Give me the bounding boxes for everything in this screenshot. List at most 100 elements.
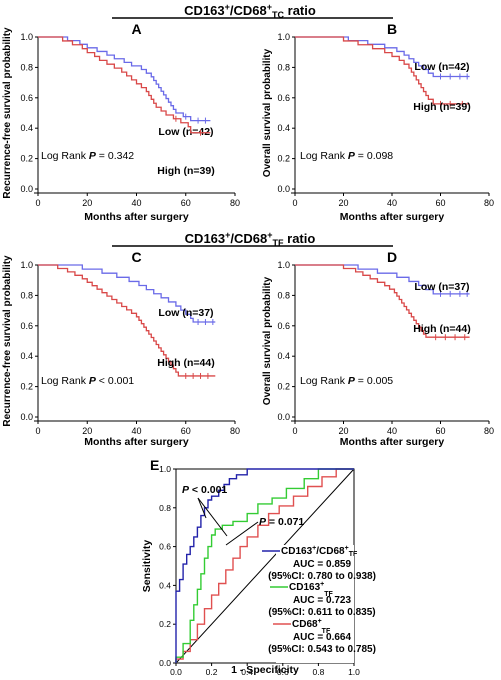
panel-a-x-tick-label: 0 — [35, 198, 40, 208]
panel-d-curve-low — [295, 264, 470, 295]
panel-c-y-tick-label: 0.4 — [20, 351, 33, 361]
panel-b-curve-high — [295, 36, 470, 105]
roc-y-tick-label: 0.8 — [159, 503, 171, 513]
panel-a-y-axis-label: Recurrence-free survival probability — [2, 27, 13, 199]
panel-c-chart: 0 20 40 60 80 0.0 0.2 0.4 0.6 0.8 1.0 Months after … — [2, 249, 240, 448]
panel-a-y-tick-label: 0.2 — [20, 154, 33, 164]
roc-x-tick-label: 1.0 — [348, 667, 360, 675]
panel-d-label-low: Low (n=37) — [414, 281, 469, 293]
panel-b-x-tick-label: 0 — [292, 198, 297, 208]
panel-a-y-tick-label: 1.0 — [20, 32, 33, 42]
legend-ratio-ci: (95%CI: 0.780 to 0.938) — [268, 571, 376, 582]
roc-legend-cd163: CD163+TF AUC = 0.723 (95%CI: 0.611 to 0.… — [268, 581, 375, 618]
panel-e-letter: E — [150, 457, 159, 473]
panel-d-x-axis-label: Months after surgery — [340, 436, 445, 448]
roc-y-tick-label: 0.0 — [159, 658, 171, 668]
roc-reference-diagonal — [175, 468, 355, 664]
legend-cd68-auc: AUC = 0.664 — [293, 632, 352, 643]
roc-x-axis-label: 1 - Specificity — [231, 664, 299, 675]
roc-curve-cd68 — [175, 468, 354, 663]
panel-d-x-tick-label: 40 — [387, 426, 397, 436]
panel-b-y-axis-label: Overall survival probability — [262, 48, 273, 177]
roc-legend-ratio: CD163+/CD68+TF AUC = 0.859 (95%CI: 0.780… — [262, 545, 376, 582]
panel-d-label-high: High (n=44) — [413, 323, 470, 335]
panel-d-y-tick-label: 1.0 — [277, 260, 290, 270]
panel-b-log-rank: Log Rank P = 0.098 — [300, 150, 393, 162]
panel-c-y-tick-label: 1.0 — [20, 260, 33, 270]
panel-c-y-tick-label: 0.6 — [20, 321, 33, 331]
panel-b-letter: B — [387, 21, 397, 37]
panel-d-chart: 0 20 40 60 80 0.0 0.2 0.4 0.6 0.8 1.0 Months after … — [262, 249, 494, 448]
header-tf-text: CD163+/CD68+TF ratio — [185, 230, 316, 248]
panel-c-y-axis-label: Recurrence-free survival probability — [2, 255, 13, 427]
panel-a-log-rank: Log Rank P = 0.342 — [41, 150, 134, 162]
panel-b-y-tick-label: 0.0 — [277, 184, 290, 194]
panel-c-x-tick-label: 40 — [131, 426, 141, 436]
roc-x-tick-label: 0.2 — [206, 667, 218, 675]
panel-b-y-tick-label: 0.6 — [277, 93, 290, 103]
panel-a-x-tick-label: 40 — [131, 198, 141, 208]
roc-legend-bg — [276, 545, 354, 663]
panel-a-y-tick-label: 0.0 — [20, 184, 33, 194]
roc-y-tick-label: 0.2 — [159, 619, 171, 629]
panel-d-y-tick-label: 0.2 — [277, 382, 290, 392]
roc-x-tick-label: 0.8 — [312, 667, 324, 675]
panel-a-x-tick-label: 80 — [230, 198, 240, 208]
roc-y-tick-label: 1.0 — [159, 464, 171, 474]
panel-c-y-tick-label: 0.0 — [20, 412, 33, 422]
panel-c-x-axis-label: Months after surgery — [84, 436, 189, 448]
panel-d-x-tick-label: 60 — [435, 426, 445, 436]
panel-b-x-tick-label: 60 — [435, 198, 445, 208]
roc-x-tick-label: 0.6 — [277, 667, 289, 675]
legend-cd68-line1: CD68+TF — [292, 618, 331, 635]
panel-c-y-tick-label: 0.8 — [20, 290, 33, 300]
roc-y-tick-label: 0.6 — [159, 542, 171, 552]
header-tf-ratio: CD163+/CD68+TF ratio — [112, 230, 393, 248]
roc-legend-cd68: CD68+TF AUC = 0.664 (95%CI: 0.543 to 0.7… — [268, 618, 376, 655]
legend-cd163-line1: CD163+TF — [289, 581, 334, 598]
roc-x-tick-label: 0.4 — [241, 667, 253, 675]
roc-y-tick-label: 0.4 — [159, 580, 171, 590]
roc-y-axis-label: Sensitivity — [141, 540, 153, 593]
panel-a-chart: 0 20 40 60 80 0.0 0.2 0.4 0.6 0.8 1.0 Months after … — [2, 21, 240, 223]
roc-x-tick-label: 0.0 — [170, 667, 182, 675]
panel-d-y-tick-label: 0.0 — [277, 412, 290, 422]
header-tc-ratio: CD163+/CD68+TC ratio — [112, 2, 393, 20]
roc-curve-cd163 — [175, 468, 354, 663]
panel-b-x-tick-label: 20 — [338, 198, 348, 208]
header-tc-text: CD163+/CD68+TC ratio — [184, 2, 316, 20]
panel-d-curve-high — [295, 264, 470, 338]
panel-b-curve-low — [295, 36, 470, 78]
panel-a-x-tick-label: 20 — [82, 198, 92, 208]
panel-b-y-tick-label: 0.8 — [277, 62, 290, 72]
panel-d-x-tick-label: 20 — [338, 426, 348, 436]
panel-b-x-tick-label: 40 — [387, 198, 397, 208]
panel-c-y-tick-label: 0.2 — [20, 382, 33, 392]
panel-b-x-tick-label: 80 — [484, 198, 494, 208]
panel-a-label-high: High (n=39) — [157, 165, 214, 177]
panel-d-y-tick-label: 0.4 — [277, 351, 290, 361]
panel-c-x-tick-label: 60 — [181, 426, 191, 436]
panel-d-log-rank: Log Rank P = 0.005 — [300, 375, 393, 387]
roc-curve-ratio — [175, 468, 354, 663]
panel-b-label-high: High (n=39) — [413, 101, 470, 113]
legend-ratio-line1: CD163+/CD68+TF — [281, 545, 358, 558]
panel-a-letter: A — [131, 21, 141, 37]
panel-c-label-high: High (n=44) — [157, 357, 214, 369]
panel-c-x-tick-label: 0 — [35, 426, 40, 436]
panel-d-y-tick-label: 0.8 — [277, 290, 290, 300]
panel-a-y-tick-label: 0.6 — [20, 93, 33, 103]
panel-a-x-axis-label: Months after surgery — [84, 211, 189, 223]
panel-a-label-low: Low (n=42) — [158, 126, 213, 138]
panel-b-x-axis-label: Months after surgery — [340, 211, 445, 223]
roc-curves — [175, 468, 355, 664]
panel-c-curve-low — [38, 264, 216, 323]
panel-a-y-tick-label: 0.8 — [20, 62, 33, 72]
panel-d-x-tick-label: 80 — [484, 426, 494, 436]
panel-b-chart: 0 20 40 60 80 0.0 0.2 0.4 0.6 0.8 1.0 Months after … — [262, 21, 494, 223]
panel-b-label-low: Low (n=42) — [414, 61, 469, 73]
panel-c-letter: C — [131, 249, 141, 265]
panel-b-y-tick-label: 1.0 — [277, 32, 290, 42]
roc-arrow-2 — [225, 521, 259, 546]
panel-a-curve-low — [38, 36, 211, 122]
